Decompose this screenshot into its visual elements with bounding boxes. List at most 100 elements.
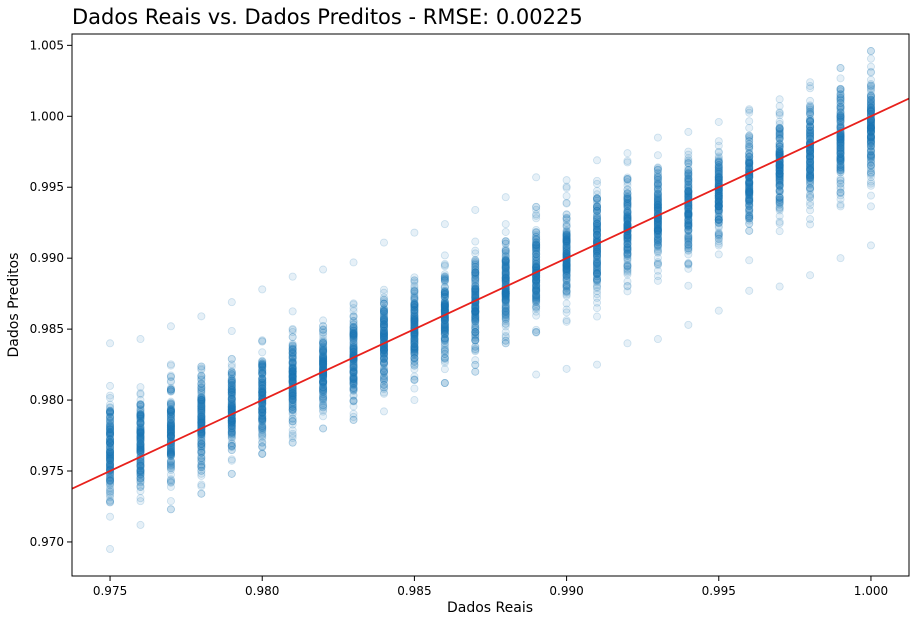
data-point — [166, 428, 175, 437]
data-point — [136, 408, 145, 417]
data-point — [106, 447, 115, 456]
data-point — [775, 185, 784, 194]
data-point — [136, 474, 145, 483]
data-point — [106, 452, 115, 461]
data-point — [136, 414, 145, 423]
data-point — [197, 440, 206, 449]
data-point — [106, 477, 115, 486]
data-point — [532, 202, 541, 211]
data-point — [166, 431, 175, 440]
data-point — [166, 449, 175, 458]
y-tick-label: 1.000 — [30, 109, 64, 123]
data-point — [106, 451, 115, 460]
data-point — [166, 443, 175, 452]
data-point — [593, 156, 602, 165]
data-point — [106, 417, 115, 426]
data-point — [866, 202, 875, 211]
data-point — [106, 428, 115, 437]
data-point — [136, 481, 145, 490]
data-point — [166, 376, 175, 385]
data-point — [136, 411, 145, 420]
data-point — [166, 470, 175, 479]
data-point — [410, 384, 419, 393]
data-point — [136, 411, 145, 420]
data-point — [562, 210, 571, 219]
data-point — [197, 371, 206, 380]
data-point — [197, 383, 206, 392]
data-point — [684, 127, 693, 136]
data-point — [166, 405, 175, 414]
data-point — [349, 258, 358, 267]
data-point — [806, 271, 815, 280]
data-point — [501, 193, 510, 202]
data-point — [136, 429, 145, 438]
data-point — [136, 460, 145, 469]
data-point — [106, 413, 115, 422]
data-point — [136, 426, 145, 435]
data-point — [319, 322, 328, 331]
data-point — [714, 239, 723, 248]
data-point — [440, 282, 449, 291]
data-point — [471, 360, 480, 369]
data-point — [166, 452, 175, 461]
data-point — [106, 417, 115, 426]
data-point — [684, 259, 693, 268]
data-point — [136, 389, 145, 398]
data-point — [136, 467, 145, 476]
data-point — [106, 438, 115, 447]
data-point — [136, 402, 145, 411]
data-point — [106, 512, 115, 521]
data-point — [166, 415, 175, 424]
data-point — [471, 367, 480, 376]
data-point — [166, 477, 175, 486]
data-point — [775, 95, 784, 104]
data-point — [136, 440, 145, 449]
data-point — [319, 351, 328, 360]
data-point — [106, 456, 115, 465]
data-point — [197, 447, 206, 456]
data-point — [319, 407, 328, 416]
data-point — [136, 411, 145, 420]
data-point — [136, 425, 145, 434]
data-point — [136, 435, 145, 444]
y-axis-label: Dados Preditos — [6, 253, 22, 358]
data-point — [136, 427, 145, 436]
data-point — [745, 286, 754, 295]
data-point — [106, 460, 115, 469]
data-point — [197, 480, 206, 489]
x-axis: 0.975 0.980 0.985 0.990 0.995 1.000 — [93, 576, 888, 598]
data-point — [806, 220, 815, 229]
data-point — [714, 214, 723, 223]
data-point — [745, 152, 754, 161]
data-point — [166, 460, 175, 469]
data-point — [562, 182, 571, 191]
data-point — [106, 426, 115, 435]
data-point — [379, 385, 388, 394]
data-point — [136, 432, 145, 441]
data-point — [106, 444, 115, 453]
data-point — [379, 355, 388, 364]
data-point — [227, 362, 236, 371]
data-point — [106, 438, 115, 447]
data-point — [836, 105, 845, 114]
data-point — [106, 430, 115, 439]
data-point — [166, 412, 175, 421]
data-point — [106, 408, 115, 417]
data-point — [593, 230, 602, 239]
data-point — [775, 227, 784, 236]
data-point — [136, 442, 145, 451]
data-point — [745, 219, 754, 228]
data-point — [136, 497, 145, 506]
data-point — [106, 439, 115, 448]
data-point — [106, 438, 115, 447]
data-point — [106, 429, 115, 438]
data-point — [106, 406, 115, 415]
data-point — [136, 430, 145, 439]
data-point — [136, 444, 145, 453]
data-point — [197, 456, 206, 465]
data-point — [106, 440, 115, 449]
data-point — [136, 409, 145, 418]
data-point — [136, 436, 145, 445]
data-point — [136, 466, 145, 475]
data-point — [623, 233, 632, 242]
